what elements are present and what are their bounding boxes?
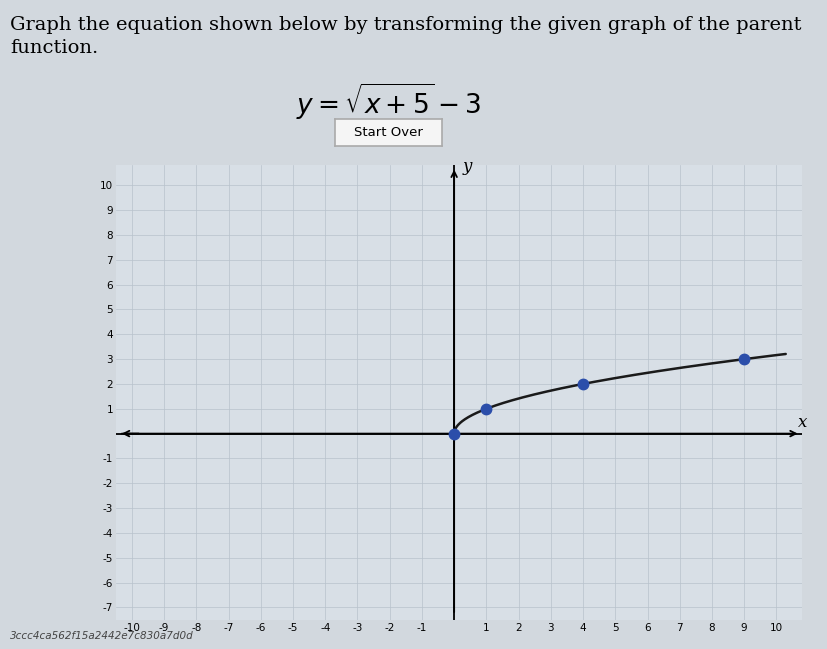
Text: Start Over: Start Over — [354, 126, 423, 139]
Text: 3ccc4ca562f15a2442e7c830a7d0d: 3ccc4ca562f15a2442e7c830a7d0d — [10, 631, 194, 641]
Text: y: y — [462, 158, 471, 175]
Text: Graph the equation shown below by transforming the given graph of the parent: Graph the equation shown below by transf… — [10, 16, 801, 34]
Text: function.: function. — [10, 39, 98, 57]
Text: $y = \sqrt{x+5} - 3$: $y = \sqrt{x+5} - 3$ — [296, 81, 481, 122]
Text: x: x — [798, 414, 807, 431]
